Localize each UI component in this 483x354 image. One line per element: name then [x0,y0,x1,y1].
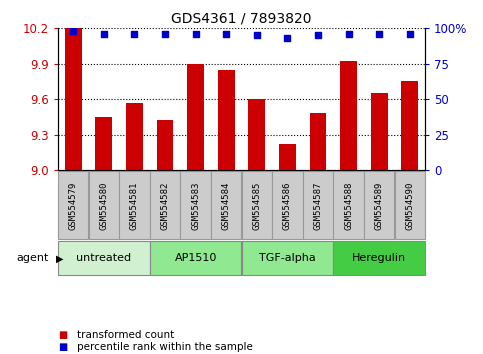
Bar [218,70,235,170]
Bar [211,171,242,239]
Point [192,31,199,37]
Text: untreated: untreated [76,253,131,263]
Text: GSM554585: GSM554585 [252,181,261,229]
Text: AP1510: AP1510 [174,253,217,263]
Point [130,31,138,37]
Bar [333,171,364,239]
Bar [150,241,242,275]
Bar [310,113,327,170]
Text: GSM554588: GSM554588 [344,181,353,229]
Bar [242,171,272,239]
Point [222,31,230,37]
Bar [340,61,357,170]
Bar [126,103,143,170]
Point [345,31,353,37]
Text: GSM554582: GSM554582 [160,181,170,229]
Bar [401,81,418,170]
Text: GSM554586: GSM554586 [283,181,292,229]
Bar [65,28,82,170]
Point [314,33,322,38]
Text: ▶: ▶ [56,253,63,263]
Text: GSM554589: GSM554589 [375,181,384,229]
Bar [187,64,204,170]
Bar [89,171,119,239]
Bar [248,99,265,170]
Bar [150,171,180,239]
Bar [119,171,150,239]
Text: GSM554587: GSM554587 [313,181,323,229]
Bar [242,241,333,275]
Text: GSM554579: GSM554579 [69,181,78,229]
Bar [395,171,425,239]
Bar [58,171,88,239]
Bar [333,241,425,275]
Text: ■: ■ [58,330,67,339]
Bar [181,171,211,239]
Text: GSM554581: GSM554581 [130,181,139,229]
Bar [58,241,150,275]
Point [406,31,413,37]
Bar [156,120,173,170]
Bar [272,171,302,239]
Point [375,31,383,37]
Text: ■: ■ [58,342,67,352]
Point [100,31,108,37]
Bar [96,117,112,170]
Point [161,31,169,37]
Text: TGF-alpha: TGF-alpha [259,253,316,263]
Point [253,33,261,38]
Bar [371,93,387,170]
Point [70,28,77,34]
Title: GDS4361 / 7893820: GDS4361 / 7893820 [171,12,312,26]
Text: Heregulin: Heregulin [352,253,406,263]
Text: transformed count: transformed count [77,330,174,339]
Text: percentile rank within the sample: percentile rank within the sample [77,342,253,352]
Bar [279,144,296,170]
Bar [364,171,394,239]
Text: GSM554590: GSM554590 [405,181,414,229]
Text: GSM554580: GSM554580 [99,181,108,229]
Point [284,35,291,41]
Bar [303,171,333,239]
Text: GSM554583: GSM554583 [191,181,200,229]
Text: GSM554584: GSM554584 [222,181,231,229]
Text: agent: agent [16,253,48,263]
